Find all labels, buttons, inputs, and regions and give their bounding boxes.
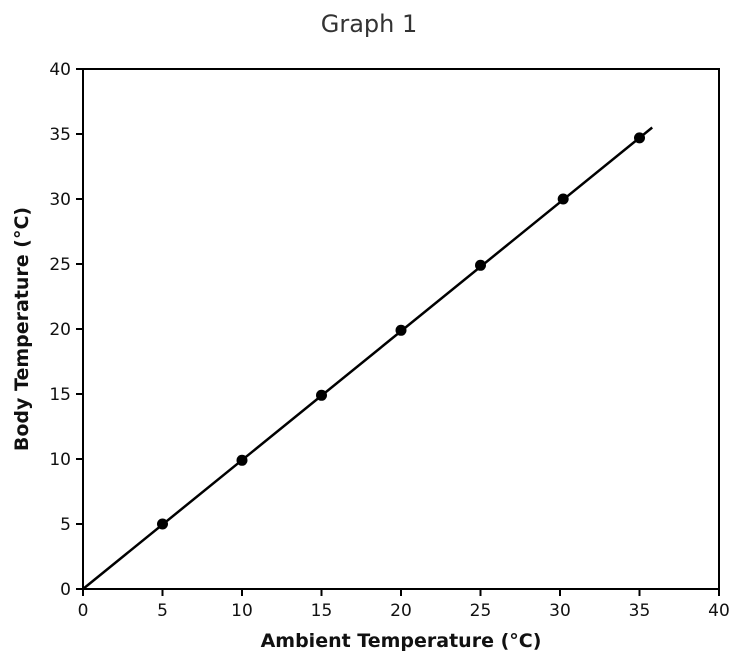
x-tick-label: 20	[390, 601, 412, 621]
y-tick-label: 30	[49, 190, 71, 210]
y-tick-label: 15	[49, 385, 71, 405]
y-tick-label: 5	[60, 515, 71, 535]
data-point	[475, 259, 486, 271]
x-tick-label: 5	[157, 601, 168, 621]
x-tick-label: 35	[629, 601, 651, 621]
x-tick-label: 25	[470, 601, 492, 621]
plot-area: 0 5 10 15 20 25 30 35 40 0 5 10 15 20 25 30 35 40	[49, 60, 729, 621]
y-tick-label: 0	[60, 580, 71, 600]
data-point	[634, 132, 645, 144]
x-tick-label: 15	[311, 601, 333, 621]
data-point	[236, 454, 248, 466]
y-axis-label: Body Temperature (°C)	[11, 207, 33, 451]
data-point	[395, 324, 407, 336]
x-tick-label: 10	[231, 601, 253, 621]
x-tick-label: 0	[78, 601, 89, 621]
data-point	[157, 518, 168, 530]
data-point	[316, 389, 327, 401]
x-tick-label: 30	[549, 601, 571, 621]
x-axis-label: Ambient Temperature (°C)	[261, 630, 542, 652]
y-tick-label: 40	[49, 60, 71, 80]
trend-line	[82, 126, 654, 590]
chart-title: Graph 1	[321, 10, 418, 38]
y-tick-label: 35	[49, 125, 71, 145]
data-point	[557, 193, 569, 205]
y-tick-label: 25	[49, 255, 71, 275]
y-tick-label: 10	[49, 450, 71, 470]
y-tick-label: 20	[49, 320, 71, 340]
x-tick-label: 40	[708, 601, 730, 621]
